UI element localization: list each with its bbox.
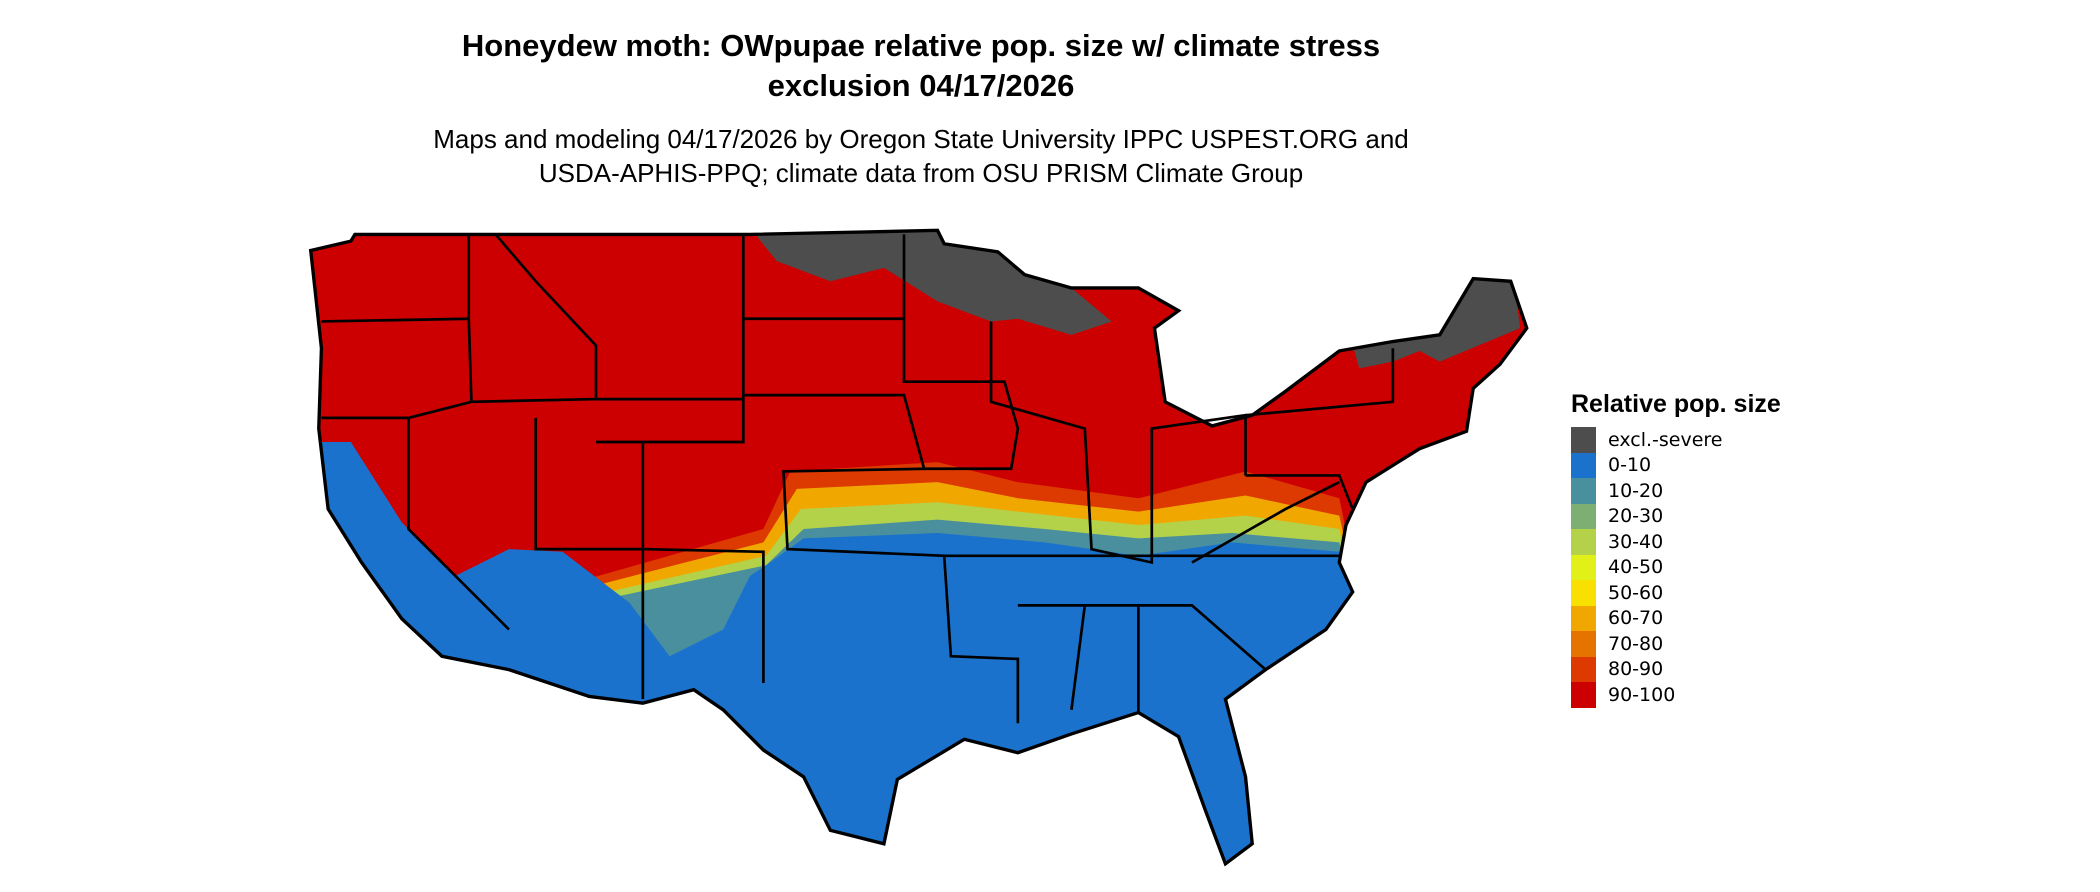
legend-swatch — [1571, 605, 1596, 631]
legend-label: 90-100 — [1608, 683, 1676, 706]
state-borders — [321, 233, 1395, 724]
legend-swatch — [1571, 554, 1596, 580]
legend-label: 70-80 — [1608, 632, 1664, 655]
legend: Relative pop. size excl.-severe 0-10 10-20… — [1571, 390, 1781, 708]
legend-label: 80-90 — [1608, 658, 1664, 681]
legend-item: 90-100 — [1571, 682, 1781, 708]
legend-label: 10-20 — [1608, 479, 1664, 502]
legend-item: 10-20 — [1571, 478, 1781, 504]
legend-items: excl.-severe 0-10 10-20 20-30 30-40 40-50 50-6… — [1571, 427, 1781, 708]
legend-swatch — [1571, 656, 1596, 682]
legend-item: 30-40 — [1571, 529, 1781, 555]
legend-item: 0-10 — [1571, 452, 1781, 478]
legend-swatch — [1571, 529, 1596, 555]
zone-excl-severe-northeast — [1352, 274, 1521, 369]
legend-label: 30-40 — [1608, 530, 1664, 553]
legend-swatch — [1571, 452, 1596, 478]
legend-label: excl.-severe — [1608, 428, 1723, 451]
legend-item: 40-50 — [1571, 554, 1781, 580]
legend-item: 80-90 — [1571, 656, 1781, 682]
legend-label: 50-60 — [1608, 581, 1664, 604]
legend-item: 50-60 — [1571, 580, 1781, 606]
subtitle-line2: USDA-APHIS-PPQ; climate data from OSU PR… — [538, 158, 1304, 188]
subtitle-line1: Maps and modeling 04/17/2026 by Oregon S… — [433, 124, 1409, 154]
legend-item: 20-30 — [1571, 503, 1781, 529]
zone-excl-severe-north — [750, 230, 1112, 335]
legend-swatch — [1571, 503, 1596, 529]
legend-label: 20-30 — [1608, 505, 1664, 528]
legend-swatch — [1571, 478, 1596, 504]
legend-swatch — [1571, 427, 1596, 453]
map-title-line1: Honeydew moth: OWpupae relative pop. siz… — [461, 28, 1381, 63]
legend-swatch — [1571, 631, 1596, 657]
legend-item: excl.-severe — [1571, 427, 1781, 453]
legend-swatch — [1571, 682, 1596, 708]
legend-label: 0-10 — [1608, 454, 1652, 477]
legend-label: 40-50 — [1608, 556, 1664, 579]
map-title-line2: exclusion 04/17/2026 — [767, 68, 1075, 103]
legend-label: 60-70 — [1608, 607, 1664, 630]
legend-item: 60-70 — [1571, 605, 1781, 631]
legend-item: 70-80 — [1571, 631, 1781, 657]
legend-title: Relative pop. size — [1571, 390, 1781, 418]
legend-swatch — [1571, 580, 1596, 606]
